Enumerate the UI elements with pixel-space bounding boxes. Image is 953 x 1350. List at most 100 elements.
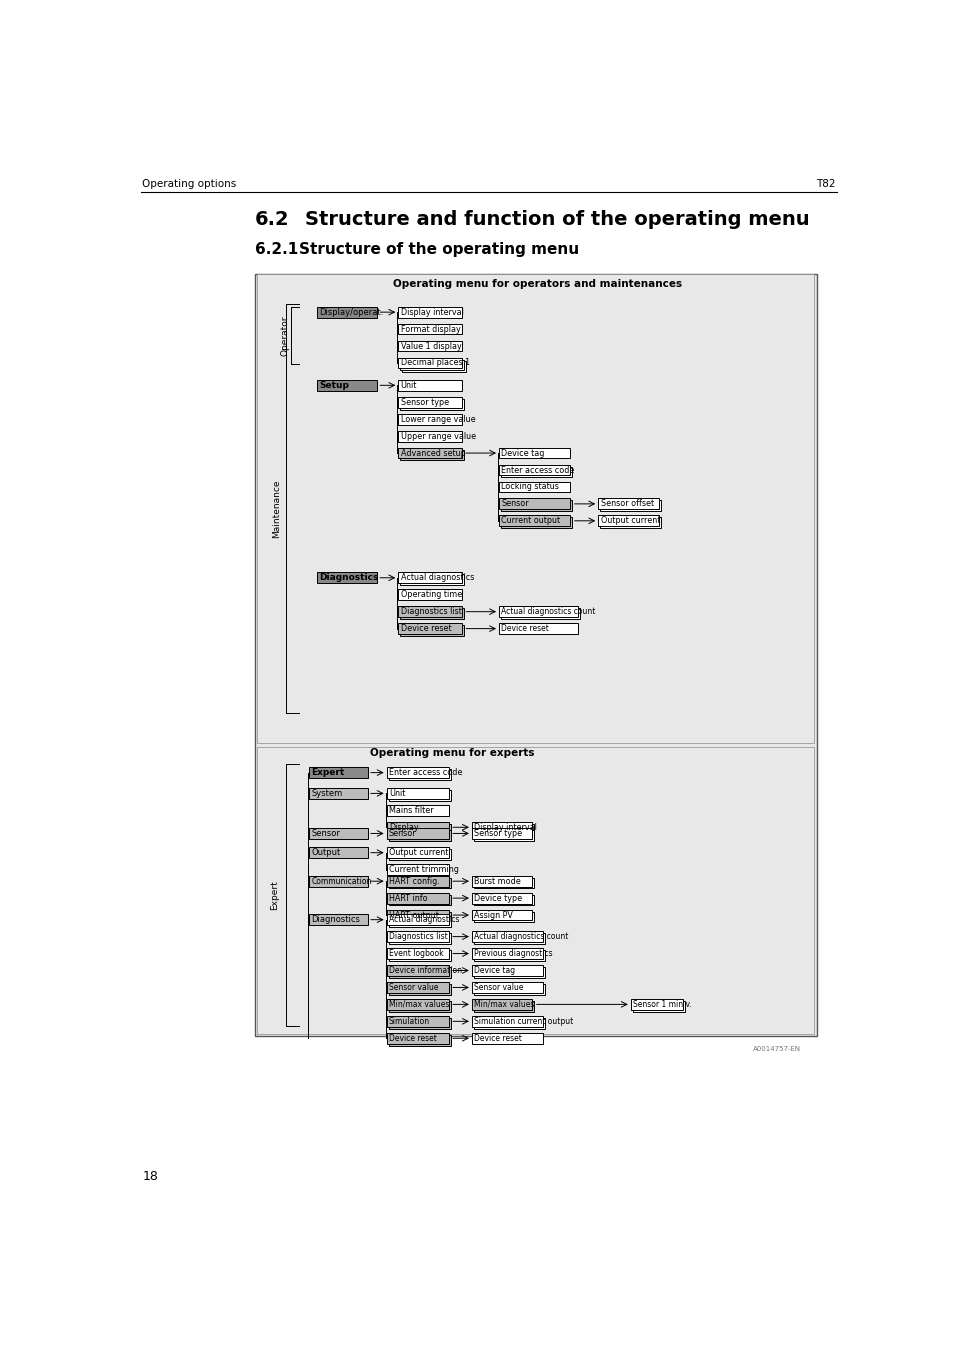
Text: 6.2.1: 6.2.1 bbox=[254, 242, 297, 256]
Bar bbox=[472, 981, 542, 992]
Bar bbox=[498, 448, 570, 459]
Bar bbox=[472, 892, 532, 903]
Text: Actual diagnostics count: Actual diagnostics count bbox=[474, 931, 568, 941]
Bar bbox=[388, 878, 450, 888]
Text: Event logbook: Event logbook bbox=[389, 949, 443, 958]
Text: Burst mode: Burst mode bbox=[474, 876, 520, 886]
Bar bbox=[388, 933, 450, 944]
Bar bbox=[399, 398, 463, 409]
Text: Maintenance: Maintenance bbox=[272, 479, 281, 537]
Bar bbox=[399, 359, 463, 370]
Text: Simulation current output: Simulation current output bbox=[474, 1017, 573, 1026]
Bar bbox=[472, 822, 532, 833]
Text: Expert: Expert bbox=[270, 880, 278, 910]
Bar bbox=[388, 984, 450, 995]
Bar bbox=[599, 517, 659, 528]
Bar bbox=[474, 911, 534, 922]
Text: Diagnostics list: Diagnostics list bbox=[389, 931, 447, 941]
Bar bbox=[316, 379, 377, 390]
Bar bbox=[472, 931, 542, 942]
Text: Device reset: Device reset bbox=[474, 1034, 521, 1042]
Bar bbox=[397, 624, 461, 634]
Bar bbox=[474, 967, 544, 977]
Bar bbox=[386, 999, 448, 1010]
Bar bbox=[386, 864, 448, 875]
Text: Operating options: Operating options bbox=[142, 178, 236, 189]
Text: Actual diagnostics: Actual diagnostics bbox=[400, 574, 474, 582]
Text: Advanced setup: Advanced setup bbox=[400, 448, 465, 458]
Bar bbox=[386, 1017, 448, 1027]
Bar bbox=[472, 876, 532, 887]
Bar bbox=[388, 917, 450, 927]
Bar bbox=[388, 950, 450, 961]
Text: Simulation: Simulation bbox=[389, 1017, 430, 1026]
Bar bbox=[388, 769, 450, 780]
Text: Operating menu for operators and maintenances: Operating menu for operators and mainten… bbox=[393, 278, 681, 289]
Bar bbox=[388, 967, 450, 977]
Text: Upper range value: Upper range value bbox=[400, 432, 476, 440]
Bar bbox=[388, 1000, 450, 1011]
Bar bbox=[399, 574, 463, 585]
Bar bbox=[474, 830, 534, 841]
Text: Enter access code: Enter access code bbox=[500, 466, 574, 474]
Bar bbox=[316, 306, 377, 317]
Bar bbox=[402, 362, 465, 373]
Text: Diagnostics: Diagnostics bbox=[311, 915, 360, 925]
Bar bbox=[397, 572, 461, 583]
Text: Sensor: Sensor bbox=[500, 500, 528, 509]
Bar bbox=[386, 914, 448, 925]
Bar bbox=[386, 767, 448, 778]
Text: Sensor offset: Sensor offset bbox=[599, 500, 653, 509]
Bar bbox=[632, 1000, 684, 1011]
Bar bbox=[397, 306, 461, 317]
Bar bbox=[257, 274, 814, 744]
Bar bbox=[500, 467, 572, 478]
Bar bbox=[397, 397, 461, 408]
Bar bbox=[316, 572, 377, 583]
Text: Sensor value: Sensor value bbox=[474, 983, 523, 992]
Text: Sensor 1 min v.: Sensor 1 min v. bbox=[633, 1000, 691, 1008]
Text: Operating time: Operating time bbox=[400, 590, 461, 599]
Bar bbox=[388, 895, 450, 906]
Bar bbox=[309, 828, 368, 838]
Text: Decimal places 1: Decimal places 1 bbox=[400, 359, 469, 367]
Text: Output current: Output current bbox=[389, 848, 448, 857]
Text: Expert: Expert bbox=[311, 768, 344, 778]
Text: Output current: Output current bbox=[599, 516, 659, 525]
Text: A0014757-EN: A0014757-EN bbox=[752, 1046, 801, 1052]
Text: Structure and function of the operating menu: Structure and function of the operating … bbox=[305, 211, 809, 230]
Bar bbox=[388, 830, 450, 841]
Bar bbox=[309, 914, 368, 925]
Bar bbox=[257, 747, 814, 1034]
Bar bbox=[386, 848, 448, 859]
Text: HART output: HART output bbox=[389, 910, 438, 919]
Bar bbox=[386, 876, 448, 887]
Bar bbox=[599, 501, 659, 512]
Bar bbox=[309, 876, 368, 887]
Bar bbox=[386, 805, 448, 815]
Bar bbox=[472, 828, 532, 838]
Bar bbox=[386, 948, 448, 958]
Text: Structure of the operating menu: Structure of the operating menu bbox=[298, 242, 578, 256]
Bar bbox=[399, 609, 463, 620]
Bar bbox=[388, 1035, 450, 1046]
Bar bbox=[397, 431, 461, 441]
Bar bbox=[388, 911, 450, 922]
Text: HART info: HART info bbox=[389, 894, 427, 903]
Text: Unit: Unit bbox=[400, 381, 416, 390]
Text: Sensor: Sensor bbox=[389, 829, 416, 838]
Text: Device tag: Device tag bbox=[500, 448, 544, 458]
Bar bbox=[309, 848, 368, 859]
Bar bbox=[309, 788, 368, 799]
Text: Sensor: Sensor bbox=[311, 829, 340, 838]
Text: Current output: Current output bbox=[500, 516, 559, 525]
Bar bbox=[630, 999, 682, 1010]
Text: Sensor value: Sensor value bbox=[389, 983, 438, 992]
Text: Setup: Setup bbox=[319, 381, 349, 390]
Bar bbox=[386, 788, 448, 799]
Text: Device reset: Device reset bbox=[400, 624, 451, 633]
Bar bbox=[386, 892, 448, 903]
Text: Diagnostics: Diagnostics bbox=[319, 574, 378, 582]
Text: Min/max values: Min/max values bbox=[389, 1000, 449, 1008]
Text: Operating menu for experts: Operating menu for experts bbox=[370, 748, 535, 757]
